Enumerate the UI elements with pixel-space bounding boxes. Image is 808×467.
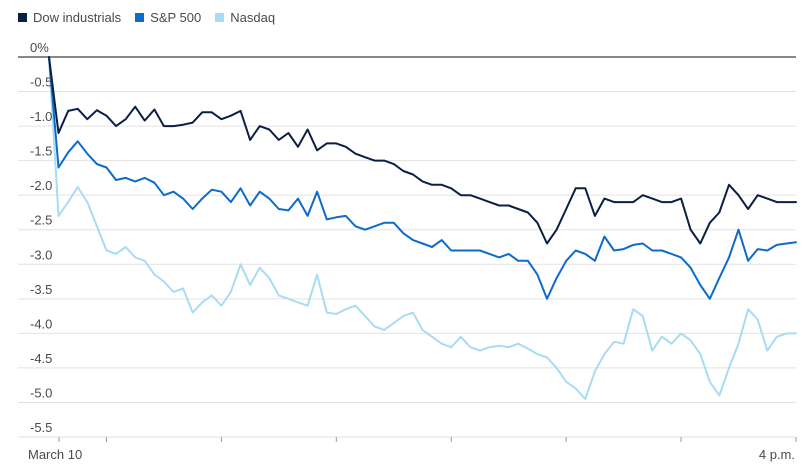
legend-swatch-dow (18, 12, 27, 22)
y-tick-label: 0% (30, 40, 49, 55)
legend-item-nasdaq: Nasdaq (215, 10, 275, 25)
x-tick-label: 4 p.m. (759, 447, 795, 462)
axis-layer: 0% -0.5 -1.0 -1.5 -2.0 -2.5 -3.0 -3.5 -4.0 -4.5 -5… (28, 40, 797, 462)
legend-label-nasdaq: Nasdaq (230, 9, 276, 25)
y-tick-label: -2.5 (30, 213, 52, 228)
legend-swatch-sp500 (135, 12, 145, 22)
y-tick-label: -5.0 (30, 385, 52, 400)
x-tick-label: March 10 (28, 447, 82, 462)
legend-item-sp500: S&P 500 (135, 10, 201, 25)
legend-swatch-nasdaq (215, 12, 225, 22)
legend-label-sp500: S&P 500 (150, 9, 202, 25)
y-tick-label: -3.0 (30, 247, 52, 262)
series-line-s-p-500 (48, 56, 797, 300)
legend-item-dow: Dow industrials (18, 10, 121, 25)
series-line-nasdaq (48, 56, 797, 400)
legend-label-dow: Dow industrials (33, 9, 122, 25)
y-tick-label: -3.5 (30, 282, 52, 297)
grid-layer (18, 56, 796, 438)
y-tick-label: -4.0 (30, 316, 52, 331)
y-tick-label: -1.0 (30, 109, 52, 124)
y-tick-label: -1.5 (30, 144, 52, 159)
series-layer (48, 56, 797, 400)
y-tick-label: -2.0 (30, 178, 52, 193)
y-tick-label: -4.5 (30, 351, 52, 366)
y-tick-label: -5.5 (30, 420, 52, 435)
chart-legend: Dow industrials S&P 500 Nasdaq (18, 7, 289, 27)
series-line-dow-industrials (48, 56, 797, 245)
y-tick-label: -0.5 (30, 75, 52, 90)
